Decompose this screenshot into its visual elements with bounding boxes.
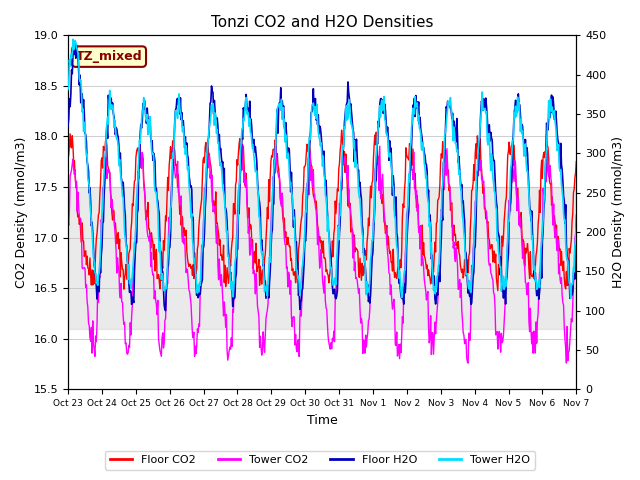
Legend: Floor CO2, Tower CO2, Floor H2O, Tower H2O: Floor CO2, Tower CO2, Floor H2O, Tower H…: [105, 451, 535, 469]
Bar: [68, 187, 576, 329]
X-axis label: Time: Time: [307, 414, 337, 427]
Text: TZ_mixed: TZ_mixed: [76, 50, 142, 63]
Title: Tonzi CO2 and H2O Densities: Tonzi CO2 and H2O Densities: [211, 15, 433, 30]
Y-axis label: H2O Density (mmol/m3): H2O Density (mmol/m3): [612, 136, 625, 288]
Y-axis label: CO2 Density (mmol/m3): CO2 Density (mmol/m3): [15, 137, 28, 288]
